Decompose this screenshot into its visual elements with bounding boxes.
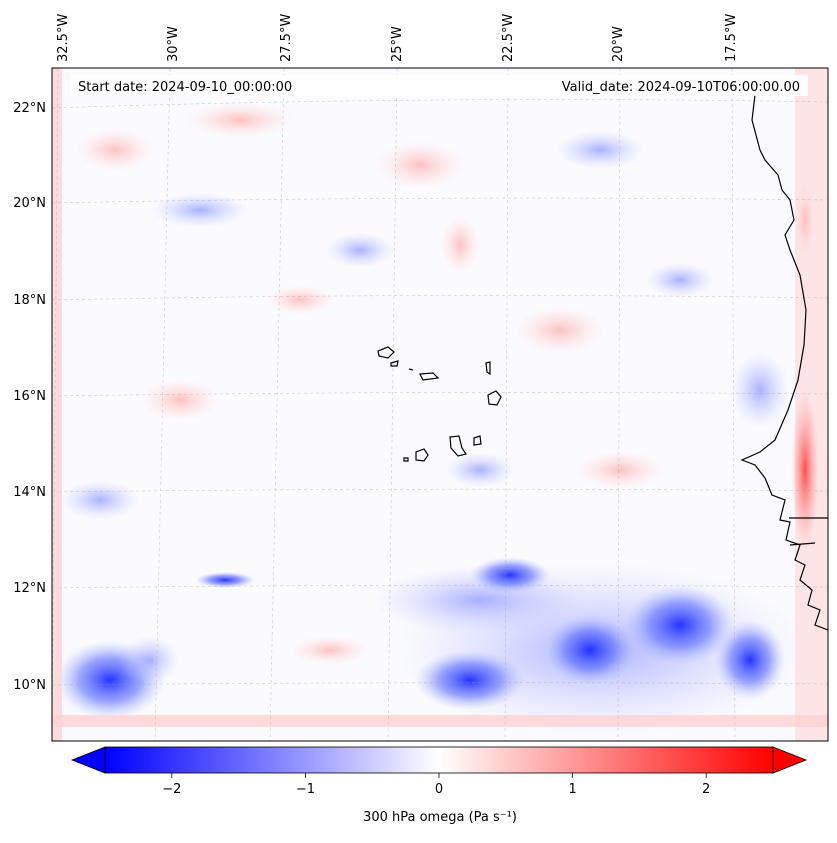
graticule: [51, 67, 829, 742]
lat-label: 10°N: [13, 678, 46, 693]
colorbar-tick-label: −2: [162, 782, 181, 797]
colorbar-extend-max: [772, 746, 808, 774]
lon-label: 22.5°W: [501, 14, 516, 62]
colorbar-tick-label: 1: [568, 782, 576, 797]
lon-label: 20°W: [611, 26, 626, 62]
valid-date-label: Valid_date: 2024-09-10T06:00:00.00: [562, 80, 800, 95]
longitude-labels: 32.5°W 30°W 27.5°W 25°W 22.5°W 20°W 17.5…: [56, 14, 739, 62]
lon-label: 30°W: [166, 26, 181, 62]
colorbar-tick-label: 0: [435, 782, 443, 797]
colorbar: −2 −1 0 1 2 300 hPa omega (Pa s⁻¹): [70, 746, 808, 825]
coastline: [740, 94, 829, 631]
colorbar-ticks: −2 −1 0 1 2: [162, 773, 710, 797]
lon-label: 25°W: [390, 26, 405, 62]
lat-label: 22°N: [13, 101, 46, 116]
lat-label: 18°N: [13, 293, 46, 308]
latitude-labels: 22°N 20°N 18°N 16°N 14°N 12°N 10°N: [13, 101, 46, 693]
lon-label: 17.5°W: [724, 14, 739, 62]
colorbar-label: 300 hPa omega (Pa s⁻¹): [363, 810, 517, 825]
lat-label: 16°N: [13, 389, 46, 404]
lat-label: 14°N: [13, 485, 46, 500]
cape-verde-islands: [377, 346, 502, 462]
colorbar-extend-min: [70, 746, 106, 774]
colorbar-tick-label: 2: [702, 782, 710, 797]
map-frame: [51, 67, 829, 742]
omega-field: [52, 68, 828, 741]
lon-label: 32.5°W: [56, 14, 71, 62]
colorbar-tick-label: −1: [296, 782, 315, 797]
colorbar-body: [104, 746, 774, 774]
lat-label: 12°N: [13, 581, 46, 596]
lon-label: 27.5°W: [279, 14, 294, 62]
start-date-label: Start date: 2024-09-10_00:00:00: [78, 80, 292, 95]
lat-label: 20°N: [13, 196, 46, 211]
